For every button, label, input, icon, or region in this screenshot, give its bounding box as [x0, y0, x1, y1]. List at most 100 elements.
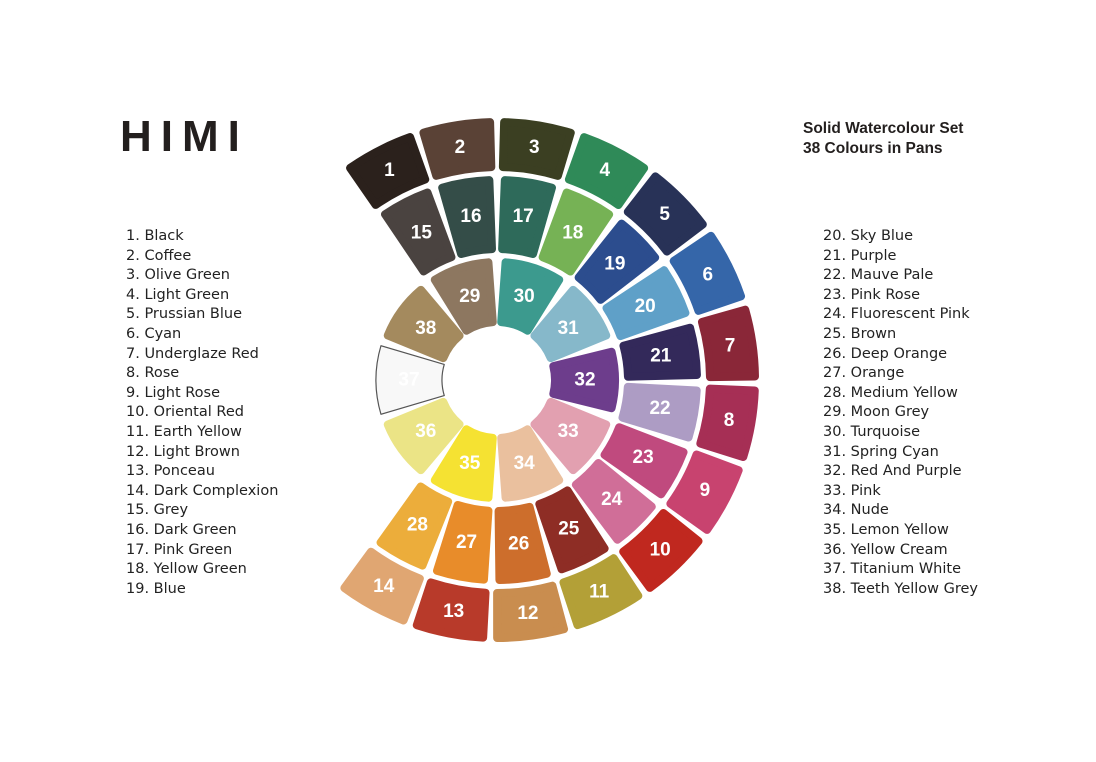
colour-pan-12: 12 — [493, 581, 569, 642]
colour-pan-30: 30 — [497, 258, 564, 335]
colour-list-item: 7. Underglaze Red — [126, 345, 259, 362]
colour-number: 6 — [703, 265, 714, 286]
colour-pan-24: 24 — [571, 458, 656, 544]
colour-swatch — [559, 554, 643, 630]
colour-swatch — [494, 502, 551, 584]
colour-list-item: 29. Moon Grey — [823, 404, 930, 421]
colour-list-item: 18. Yellow Green — [126, 561, 247, 578]
colour-swatch — [530, 397, 611, 475]
colour-list-item: 12. Light Brown — [126, 443, 240, 460]
colour-pan-26: 26 — [494, 502, 551, 584]
product-title: Solid Watercolour Set 38 Colours in Pans — [803, 119, 963, 159]
colour-number: 37 — [398, 370, 419, 391]
colour-number: 36 — [415, 421, 436, 442]
colour-number: 1 — [384, 160, 395, 181]
colour-list-item: 38. Teeth Yellow Grey — [823, 580, 979, 597]
colour-number: 2 — [455, 137, 466, 158]
colour-number: 25 — [558, 519, 580, 540]
colour-swatch — [380, 188, 456, 276]
colour-list-item: 37. Titanium White — [823, 561, 961, 578]
colour-swatch — [530, 285, 611, 363]
colour-pan-33: 33 — [530, 397, 611, 475]
colour-swatch — [697, 305, 759, 382]
colour-pan-36: 36 — [383, 397, 464, 475]
colour-pan-18: 18 — [538, 188, 614, 276]
colour-number: 11 — [589, 582, 610, 603]
colour-swatch — [412, 578, 490, 642]
colour-swatch — [376, 482, 453, 570]
colour-swatch — [497, 425, 564, 502]
colour-swatch — [498, 176, 556, 259]
colour-swatch — [493, 581, 569, 642]
colour-number: 14 — [373, 576, 395, 597]
colour-list-item: 2. Coffee — [126, 247, 192, 264]
title-line-1: Solid Watercolour Set — [803, 120, 964, 137]
colour-list-item: 4. Light Green — [126, 286, 230, 303]
colour-number: 8 — [724, 410, 735, 431]
colour-list-item: 34. Nude — [823, 502, 889, 519]
colour-list-item: 8. Rose — [126, 365, 180, 382]
colour-pan-5: 5 — [623, 172, 707, 256]
colour-list-item: 11. Earth Yellow — [126, 423, 242, 440]
colour-swatch — [538, 188, 614, 276]
colour-pan-29: 29 — [430, 258, 497, 335]
colour-number: 7 — [725, 336, 736, 357]
colour-list-item: 13. Ponceau — [126, 463, 215, 480]
brand-logo: HIMI — [120, 112, 249, 161]
colour-list-item: 25. Brown — [823, 325, 897, 342]
colour-number: 19 — [604, 253, 625, 274]
colour-number: 31 — [558, 318, 580, 339]
colour-number: 20 — [635, 296, 656, 317]
colour-swatch — [618, 382, 701, 442]
colour-swatch — [383, 397, 464, 475]
colour-swatch — [419, 118, 496, 180]
colour-swatch — [346, 133, 430, 209]
colour-list-item: 32. Red And Purple — [823, 463, 962, 480]
colour-list-item: 30. Turquoise — [823, 423, 920, 440]
colour-number: 3 — [529, 137, 540, 158]
colour-list-item: 26. Deep Orange — [823, 345, 948, 362]
colour-number: 29 — [459, 286, 480, 307]
colour-pan-27: 27 — [432, 500, 493, 584]
colour-list-item: 15. Grey — [126, 502, 189, 519]
colour-pan-17: 17 — [498, 176, 556, 259]
colour-list-item: 21. Purple — [823, 247, 897, 264]
colour-list-item: 28. Medium Yellow — [823, 384, 958, 401]
colour-pan-3: 3 — [498, 118, 575, 180]
colour-pan-9: 9 — [666, 450, 743, 534]
colour-number: 34 — [514, 453, 536, 474]
colour-swatch — [669, 231, 746, 315]
colour-list-item: 10. Oriental Red — [126, 404, 244, 421]
colour-list-item: 6. Cyan — [126, 325, 182, 342]
colour-pan-31: 31 — [530, 285, 611, 363]
colour-swatch — [564, 133, 649, 210]
colour-list-right: 20. Sky Blue 21. Purple 22. Mauve Pale 23. … — [823, 227, 978, 599]
colour-list-item: 19. Blue — [126, 580, 186, 597]
colour-number: 33 — [558, 421, 579, 442]
colour-list-item: 27. Orange — [823, 365, 905, 382]
colour-swatch — [623, 172, 707, 256]
colour-swatch — [438, 176, 496, 259]
colour-number: 21 — [650, 346, 672, 367]
colour-pan-2: 2 — [419, 118, 496, 180]
colour-number: 24 — [601, 489, 623, 510]
colour-number: 4 — [600, 160, 611, 181]
colour-number: 26 — [508, 534, 529, 555]
colour-swatch — [535, 486, 609, 574]
colour-swatch — [340, 547, 424, 625]
colour-swatch — [383, 285, 464, 363]
colour-pan-22: 22 — [618, 382, 701, 442]
colour-list-item: 36. Yellow Cream — [823, 541, 948, 558]
colour-pan-23: 23 — [600, 423, 688, 499]
colour-pan-13: 13 — [412, 578, 490, 642]
colour-pan-15: 15 — [380, 188, 456, 276]
colour-pan-20: 20 — [602, 266, 690, 341]
colour-list-item: 20. Sky Blue — [823, 228, 914, 244]
colour-swatch — [549, 347, 619, 413]
colour-swatch — [574, 219, 660, 304]
colour-swatch — [600, 423, 688, 499]
colour-number: 12 — [517, 603, 538, 624]
colour-swatch — [602, 266, 690, 341]
colour-list-item: 23. Pink Rose — [823, 286, 921, 303]
